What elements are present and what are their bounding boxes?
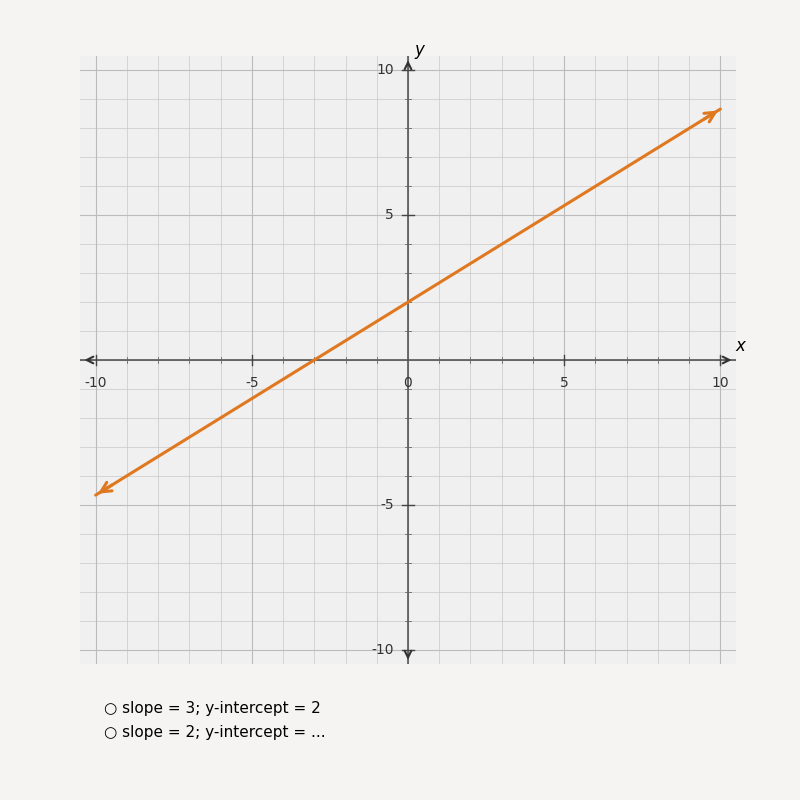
Text: y: y <box>414 42 424 59</box>
Text: 10: 10 <box>376 63 394 78</box>
Text: 5: 5 <box>560 376 569 390</box>
Text: -10: -10 <box>371 642 394 657</box>
Text: x: x <box>736 337 746 354</box>
Text: 0: 0 <box>404 376 412 390</box>
Text: -5: -5 <box>245 376 258 390</box>
Text: ○ slope = 3; y-intercept = 2: ○ slope = 3; y-intercept = 2 <box>104 701 321 715</box>
Text: 5: 5 <box>385 208 394 222</box>
Text: -5: -5 <box>380 498 394 512</box>
Text: -10: -10 <box>84 376 107 390</box>
Text: 10: 10 <box>711 376 729 390</box>
Text: ○ slope = 2; y-intercept = ...: ○ slope = 2; y-intercept = ... <box>104 725 326 739</box>
